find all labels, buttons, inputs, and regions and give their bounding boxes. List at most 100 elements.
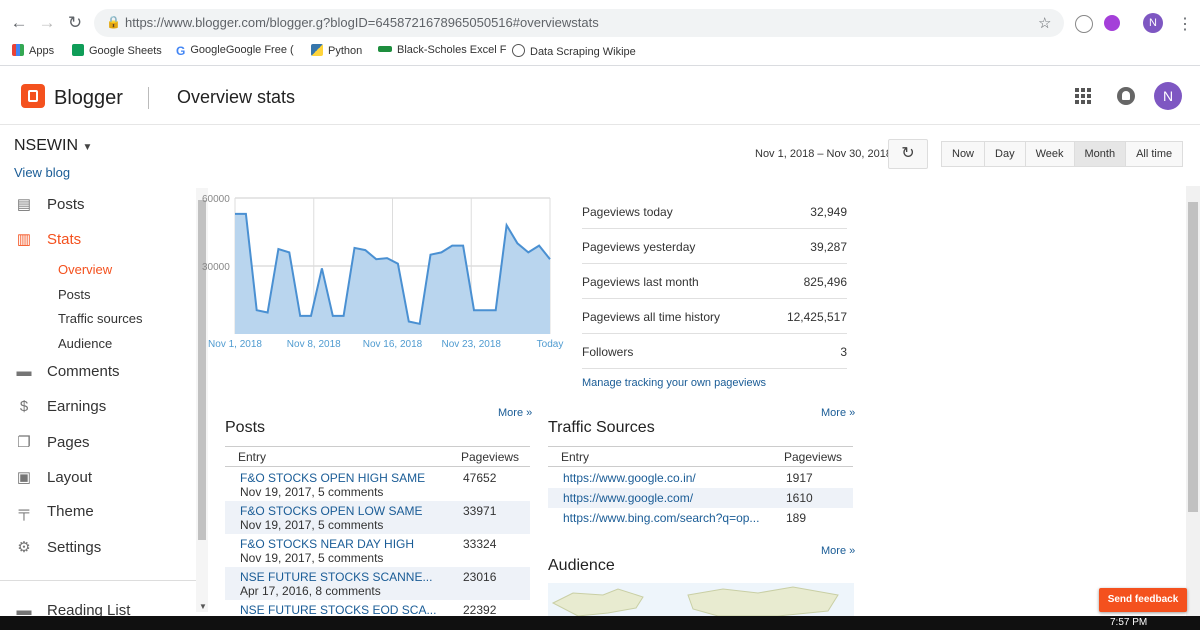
post-views: 33324 [463, 537, 497, 551]
sidebar-item-theme[interactable]: ╤ Theme [14, 503, 94, 525]
blogger-logo-icon[interactable] [21, 84, 45, 108]
back-arrow-icon[interactable]: ← [10, 13, 28, 32]
sidebar-item-pages[interactable]: ❐ Pages [14, 433, 89, 455]
range-day-button[interactable]: Day [985, 142, 1026, 166]
stat-value: 32,949 [810, 205, 847, 219]
post-title-link[interactable]: NSE FUTURE STOCKS EOD SCA... [240, 603, 437, 616]
sidebar-divider [0, 580, 196, 581]
menu-icon[interactable]: ⋮ [1177, 16, 1193, 33]
taskbar-clock: 7:57 PM [1110, 617, 1148, 628]
table-row: F&O STOCKS NEAR DAY HIGH Nov 19, 2017, 5 … [225, 534, 530, 567]
notifications-icon[interactable] [1117, 87, 1135, 105]
chart-x-tick: Nov 16, 2018 [363, 339, 423, 350]
bookmark-python[interactable]: Python [311, 44, 362, 57]
bookmark-google-sheets[interactable]: Google Sheets [72, 44, 162, 57]
chrome-divider [0, 65, 1200, 66]
gear-icon: ⚙ [17, 539, 31, 556]
sidebar-item-layout[interactable]: ▣ Layout [14, 468, 92, 490]
chart-line [235, 212, 551, 325]
range-now-button[interactable]: Now [942, 142, 986, 166]
page-scroll-thumb[interactable] [1188, 202, 1198, 512]
post-views: 47652 [463, 471, 497, 485]
traffic-views: 1917 [786, 471, 813, 485]
range-all-time-button[interactable]: All time [1126, 142, 1183, 166]
blog-name[interactable]: NSEWIN ▼ [14, 137, 92, 155]
range-selector: Now Day Week Month All time [941, 141, 1184, 167]
stats-icon: ▥ [16, 231, 32, 248]
post-title-link[interactable]: NSE FUTURE STOCKS SCANNE... [240, 570, 433, 584]
sidebar-item-label: Posts [47, 196, 85, 213]
traffic-source-link[interactable]: https://www.bing.com/search?q=op... [563, 511, 760, 525]
chart-x-tick: Today [537, 339, 564, 350]
traffic-more-link[interactable]: More » [821, 407, 856, 419]
extension-purple-icon[interactable] [1104, 15, 1120, 31]
audience-more-link[interactable]: More » [821, 545, 856, 557]
header-divider [148, 87, 149, 109]
traffic-source-link[interactable]: https://www.google.com/ [563, 491, 694, 505]
address-bar[interactable]: 🔒 https://www.blogger.com/blogger.g?blog… [94, 9, 1064, 37]
followers-link[interactable]: 3 [840, 345, 847, 359]
chart-x-tick: Nov 23, 2018 [442, 339, 502, 350]
sidebar-scroll-thumb[interactable] [198, 200, 206, 540]
stat-value: 825,496 [803, 275, 847, 289]
post-meta: Nov 19, 2017, 5 comments [240, 551, 384, 565]
bookmark-label: Black-Scholes Excel F [397, 44, 507, 56]
chart-y-tick: 60000 [202, 194, 230, 205]
app-header [0, 66, 1200, 124]
pageviews-chart: 60000 30000 Nov 1, 2018 Nov 8, 2018 Nov 16,… [202, 194, 564, 350]
sidebar-item-stats[interactable]: ▥ Stats [14, 230, 81, 252]
audience-map [548, 583, 854, 616]
stat-pageviews-today: Pageviews today 32,949 [582, 194, 847, 229]
range-week-button[interactable]: Week [1025, 142, 1075, 166]
post-title-link[interactable]: F&O STOCKS NEAR DAY HIGH [240, 537, 415, 551]
refresh-button[interactable]: ↻ [888, 139, 928, 169]
post-views: 33971 [463, 504, 497, 518]
sheets-icon [72, 44, 84, 56]
stat-pageviews-last-month: Pageviews last month 825,496 [582, 264, 847, 299]
table-row: https://www.bing.com/search?q=op... 189 [548, 508, 853, 528]
sidebar-item-posts[interactable]: ▤ Posts [14, 195, 85, 217]
post-meta: Nov 19, 2017, 5 comments [240, 485, 384, 499]
url-text: https://www.blogger.com/blogger.g?blogID… [125, 15, 599, 30]
sidebar-sub-audience[interactable]: Audience [58, 336, 113, 351]
bookmark-black-scholes[interactable]: Black-Scholes Excel F [378, 44, 506, 56]
bookmark-star-icon[interactable]: ☆ [1038, 15, 1052, 32]
forward-arrow-icon[interactable]: → [38, 13, 56, 32]
stat-pageviews-yesterday: Pageviews yesterday 39,287 [582, 229, 847, 264]
manage-tracking-link[interactable]: Manage tracking your own pageviews [582, 377, 767, 389]
sidebar-sub-traffic-sources[interactable]: Traffic sources [58, 311, 143, 326]
sidebar-sub-overview[interactable]: Overview [58, 262, 113, 277]
col-entry: Entry [238, 450, 267, 464]
stat-pageviews-all-time: Pageviews all time history 12,425,517 [582, 299, 847, 334]
sidebar-item-label: Stats [47, 231, 82, 248]
traffic-source-link[interactable]: https://www.google.co.in/ [563, 471, 696, 485]
blogger-logo-text[interactable]: Blogger [54, 87, 123, 109]
bookmark-data-scraping[interactable]: Data Scraping Wikipe [512, 44, 636, 58]
wikipedia-icon [512, 44, 525, 57]
sidebar-item-label: Layout [47, 469, 93, 486]
bookmark-google-free[interactable]: G GoogleGoogle Free ( [176, 44, 294, 58]
reading-list-icon: ▬ [16, 602, 32, 619]
sidebar-sub-posts[interactable]: Posts [58, 287, 91, 302]
traffic-views: 189 [786, 511, 807, 525]
scroll-down-icon[interactable]: ▼ [199, 602, 207, 611]
apps-grid-icon[interactable] [1075, 88, 1091, 104]
bookmark-apps[interactable]: Apps [12, 44, 54, 57]
sidebar-item-reading-list[interactable]: ▬ Reading List [14, 602, 131, 624]
account-avatar[interactable]: N [1154, 82, 1182, 110]
send-feedback-button[interactable]: Send feedback [1099, 588, 1187, 612]
posts-table-header: Entry Pageviews [225, 446, 530, 467]
sidebar-item-comments[interactable]: ▬ Comments [14, 363, 120, 385]
view-blog-link[interactable]: View blog [14, 165, 71, 180]
profile-avatar[interactable]: N [1143, 13, 1163, 33]
post-title-link[interactable]: F&O STOCKS OPEN HIGH SAME [240, 471, 426, 485]
post-title-link[interactable]: F&O STOCKS OPEN LOW SAME [240, 504, 423, 518]
extension-icon[interactable] [1075, 15, 1093, 33]
sidebar-item-settings[interactable]: ⚙ Settings [14, 538, 101, 560]
sidebar-item-label: Comments [47, 363, 120, 380]
reload-icon[interactable]: ↻ [67, 13, 83, 32]
range-month-button[interactable]: Month [1074, 142, 1127, 166]
sidebar-item-earnings[interactable]: $ Earnings [14, 398, 106, 420]
posts-more-link[interactable]: More » [498, 407, 533, 419]
stat-label: Pageviews last month [582, 275, 699, 289]
